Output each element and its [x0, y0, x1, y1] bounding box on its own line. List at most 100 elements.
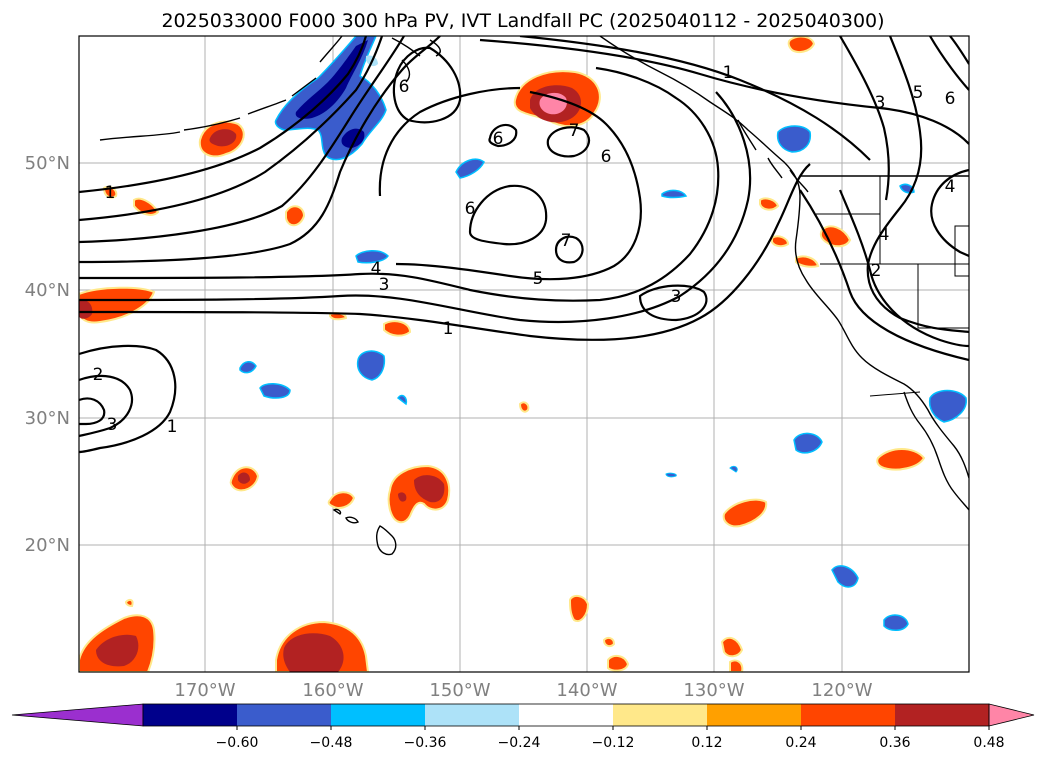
colorbar-tick-label: −0.60: [216, 735, 259, 751]
ivt-contours: [79, 36, 969, 454]
pv-anomaly-subtropic-1-core: [238, 472, 250, 484]
figure-title: 2025033000 F000 300 hPa PV, IVT Landfall…: [161, 10, 884, 32]
contour-1-inland: [799, 189, 969, 362]
contour-6-inner: [395, 90, 642, 281]
colorbar-tick-label: −0.48: [310, 735, 353, 751]
contour-label-7-north: 7: [569, 121, 580, 141]
contour-label-3-w: 3: [379, 275, 390, 295]
contour-label-6-ne: 6: [945, 89, 956, 109]
lon-label-130w: 130°W: [683, 680, 744, 701]
contour-label-3-mid: 3: [671, 287, 682, 307]
pv-anomaly-subtropic-3: [722, 498, 768, 528]
contour-label-4-w: 4: [371, 259, 382, 279]
contour-label-1-s: 1: [443, 319, 454, 339]
contour-label-6-nw: 6: [399, 77, 410, 97]
colorbar-segment: [237, 704, 332, 726]
contour-label-5-mid: 5: [533, 269, 544, 289]
contour-label-1-ne: 1: [723, 63, 734, 83]
colorbar-tick-label: 0.24: [785, 735, 816, 751]
pv-anomaly-tiny-2: [602, 636, 616, 648]
contour-6-closed: [468, 184, 548, 246]
colorbar-tick-label: −0.36: [404, 735, 447, 751]
lon-label-160w: 160°W: [302, 680, 363, 701]
longitude-labels: 170°W 160°W 150°W 140°W 130°W 120°W: [174, 680, 872, 701]
contour-labels: 1 1 1 1 2 2 3 3 3 3 4 4 4 5 5 6 6 6 6 6 …: [93, 63, 956, 437]
pv-negative-central-3: [239, 361, 257, 374]
lat-label-40n: 40°N: [25, 280, 70, 301]
pv-anomaly-nevada: [819, 225, 852, 248]
coastlines: [99, 36, 969, 556]
colorbar: −0.60 −0.48 −0.36 −0.24 −0.12 0.12 0.24 0.36 0.4…: [11, 703, 1035, 751]
pv-anomaly-mexico: [876, 448, 926, 471]
contour-label-6-east: 6: [601, 147, 612, 167]
pv-anomaly-south-4: [729, 659, 744, 672]
contour-7-south: [554, 235, 584, 264]
contour-2-inland: [838, 189, 969, 348]
pv-anomaly-south-3: [720, 636, 744, 658]
pv-anomaly-southwest-corner: [79, 614, 156, 672]
map-panel: 1 1 1 1 2 2 3 3 3 3 4 4 4 5 5 6 6 6 6 6 …: [25, 35, 970, 701]
contour-label-5-e: 5: [913, 83, 924, 103]
contour-3-east: [839, 36, 890, 201]
colorbar-frame: [142, 703, 990, 727]
contour-label-6-closed: 6: [465, 199, 476, 219]
bc-islands: [737, 119, 809, 193]
colorbar-segment: [801, 704, 896, 726]
pv-anomaly-south-central: [275, 620, 370, 672]
hawaiian-islands: [332, 508, 397, 556]
pv-negative-bering: [274, 36, 387, 161]
contour-6-northwest: [392, 46, 462, 124]
colorbar-segment: [425, 704, 520, 726]
contour-5-east: [929, 36, 969, 91]
contour-label-3-sw: 3: [107, 415, 118, 435]
colorbar-segment: [519, 704, 614, 726]
contour-label-2-sw: 2: [93, 365, 104, 385]
contour-2-north: [79, 36, 384, 222]
contour-3-southwest: [79, 397, 106, 426]
colorbar-segment: [895, 704, 990, 726]
contour-1-southwest: [79, 344, 177, 454]
state-borders: [816, 176, 969, 329]
lon-label-140w: 140°W: [556, 680, 617, 701]
lon-label-150w: 150°W: [429, 680, 490, 701]
contour-6-east: [949, 36, 969, 65]
colorbar-ticks: −0.60 −0.48 −0.36 −0.24 −0.12 0.12 0.24 0.36 0.4…: [216, 726, 1005, 751]
pv-anomaly-ca-offshore-2: [795, 255, 820, 268]
pv-anomaly-south-1: [568, 594, 590, 622]
contour-7-north: [546, 126, 591, 158]
colorbar-segment: [143, 704, 238, 726]
latitude-labels: 50°N 40°N 30°N 20°N: [25, 153, 70, 556]
pv-anomaly-tiny-1: [518, 401, 530, 413]
contour-label-1-sw: 1: [167, 417, 178, 437]
colorbar-segments: [11, 703, 1035, 727]
pv-anomaly-aleutian-west: [198, 120, 245, 158]
colorbar-extend-min: [11, 703, 144, 727]
lon-label-120w: 120°W: [811, 680, 872, 701]
contour-3-northeast: [519, 36, 871, 161]
pv-negative-shading: [239, 36, 967, 631]
pv-negative-central-1: [356, 350, 386, 381]
pv-anomaly-small-3: [285, 205, 306, 227]
pv-negative-mexico-coast: [928, 389, 967, 423]
colorbar-tick-label: −0.12: [592, 735, 635, 751]
contour-6-small: [488, 123, 518, 148]
pv-negative-small-2: [355, 250, 389, 264]
colorbar-tick-label: 0.36: [879, 735, 910, 751]
pv-anomaly-ca-offshore-1: [771, 235, 790, 248]
contour-label-6-north: 6: [493, 129, 504, 149]
contour-3-mid: [79, 91, 752, 324]
contour-4-west: [79, 36, 441, 264]
contour-1-north: [79, 36, 368, 194]
map-frame: [78, 35, 970, 673]
colorbar-segment: [331, 704, 426, 726]
pv-negative-baja-offshore: [793, 432, 823, 454]
contour-label-3-e: 3: [875, 93, 886, 113]
contour-label-4-inland: 4: [945, 177, 956, 197]
contour-3-closed: [638, 284, 708, 322]
pv-negative-small-1: [455, 158, 485, 179]
contour-2-southwest: [79, 374, 134, 438]
lon-label-170w: 170°W: [174, 680, 235, 701]
colorbar-tick-label: −0.24: [498, 735, 541, 751]
colorbar-segment: [613, 704, 708, 726]
